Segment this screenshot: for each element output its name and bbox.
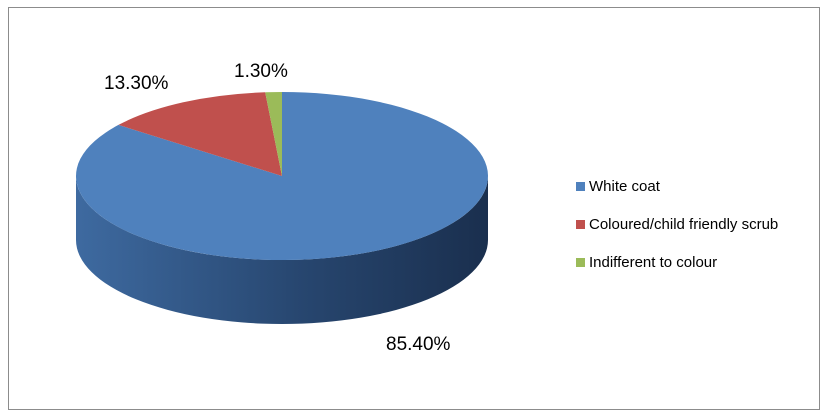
legend: White coat Coloured/child friendly scrub… bbox=[576, 176, 778, 290]
legend-label: Coloured/child friendly scrub bbox=[589, 215, 779, 233]
legend-swatch-icon bbox=[576, 257, 585, 267]
legend-swatch-icon bbox=[576, 219, 585, 229]
chart-area: 85.40% 13.30% 1.30% White coat Coloured/ch… bbox=[8, 7, 820, 410]
legend-item-coloured-scrub: Coloured/child friendly scrub bbox=[576, 214, 778, 234]
legend-label: Indifferent to colour bbox=[589, 253, 718, 271]
pie-chart: 85.40% 13.30% 1.30% bbox=[76, 61, 489, 355]
legend-item-white-coat: White coat bbox=[576, 176, 778, 196]
pie-slice-side bbox=[76, 176, 488, 324]
legend-label: White coat bbox=[589, 177, 660, 195]
pie-slice bbox=[118, 92, 282, 176]
data-label: 1.30% bbox=[234, 61, 288, 82]
pie-slice bbox=[265, 92, 282, 176]
data-label: 85.40% bbox=[386, 334, 451, 355]
data-label: 13.30% bbox=[104, 73, 169, 94]
legend-item-indifferent: Indifferent to colour bbox=[576, 252, 778, 272]
legend-swatch-icon bbox=[576, 181, 585, 191]
